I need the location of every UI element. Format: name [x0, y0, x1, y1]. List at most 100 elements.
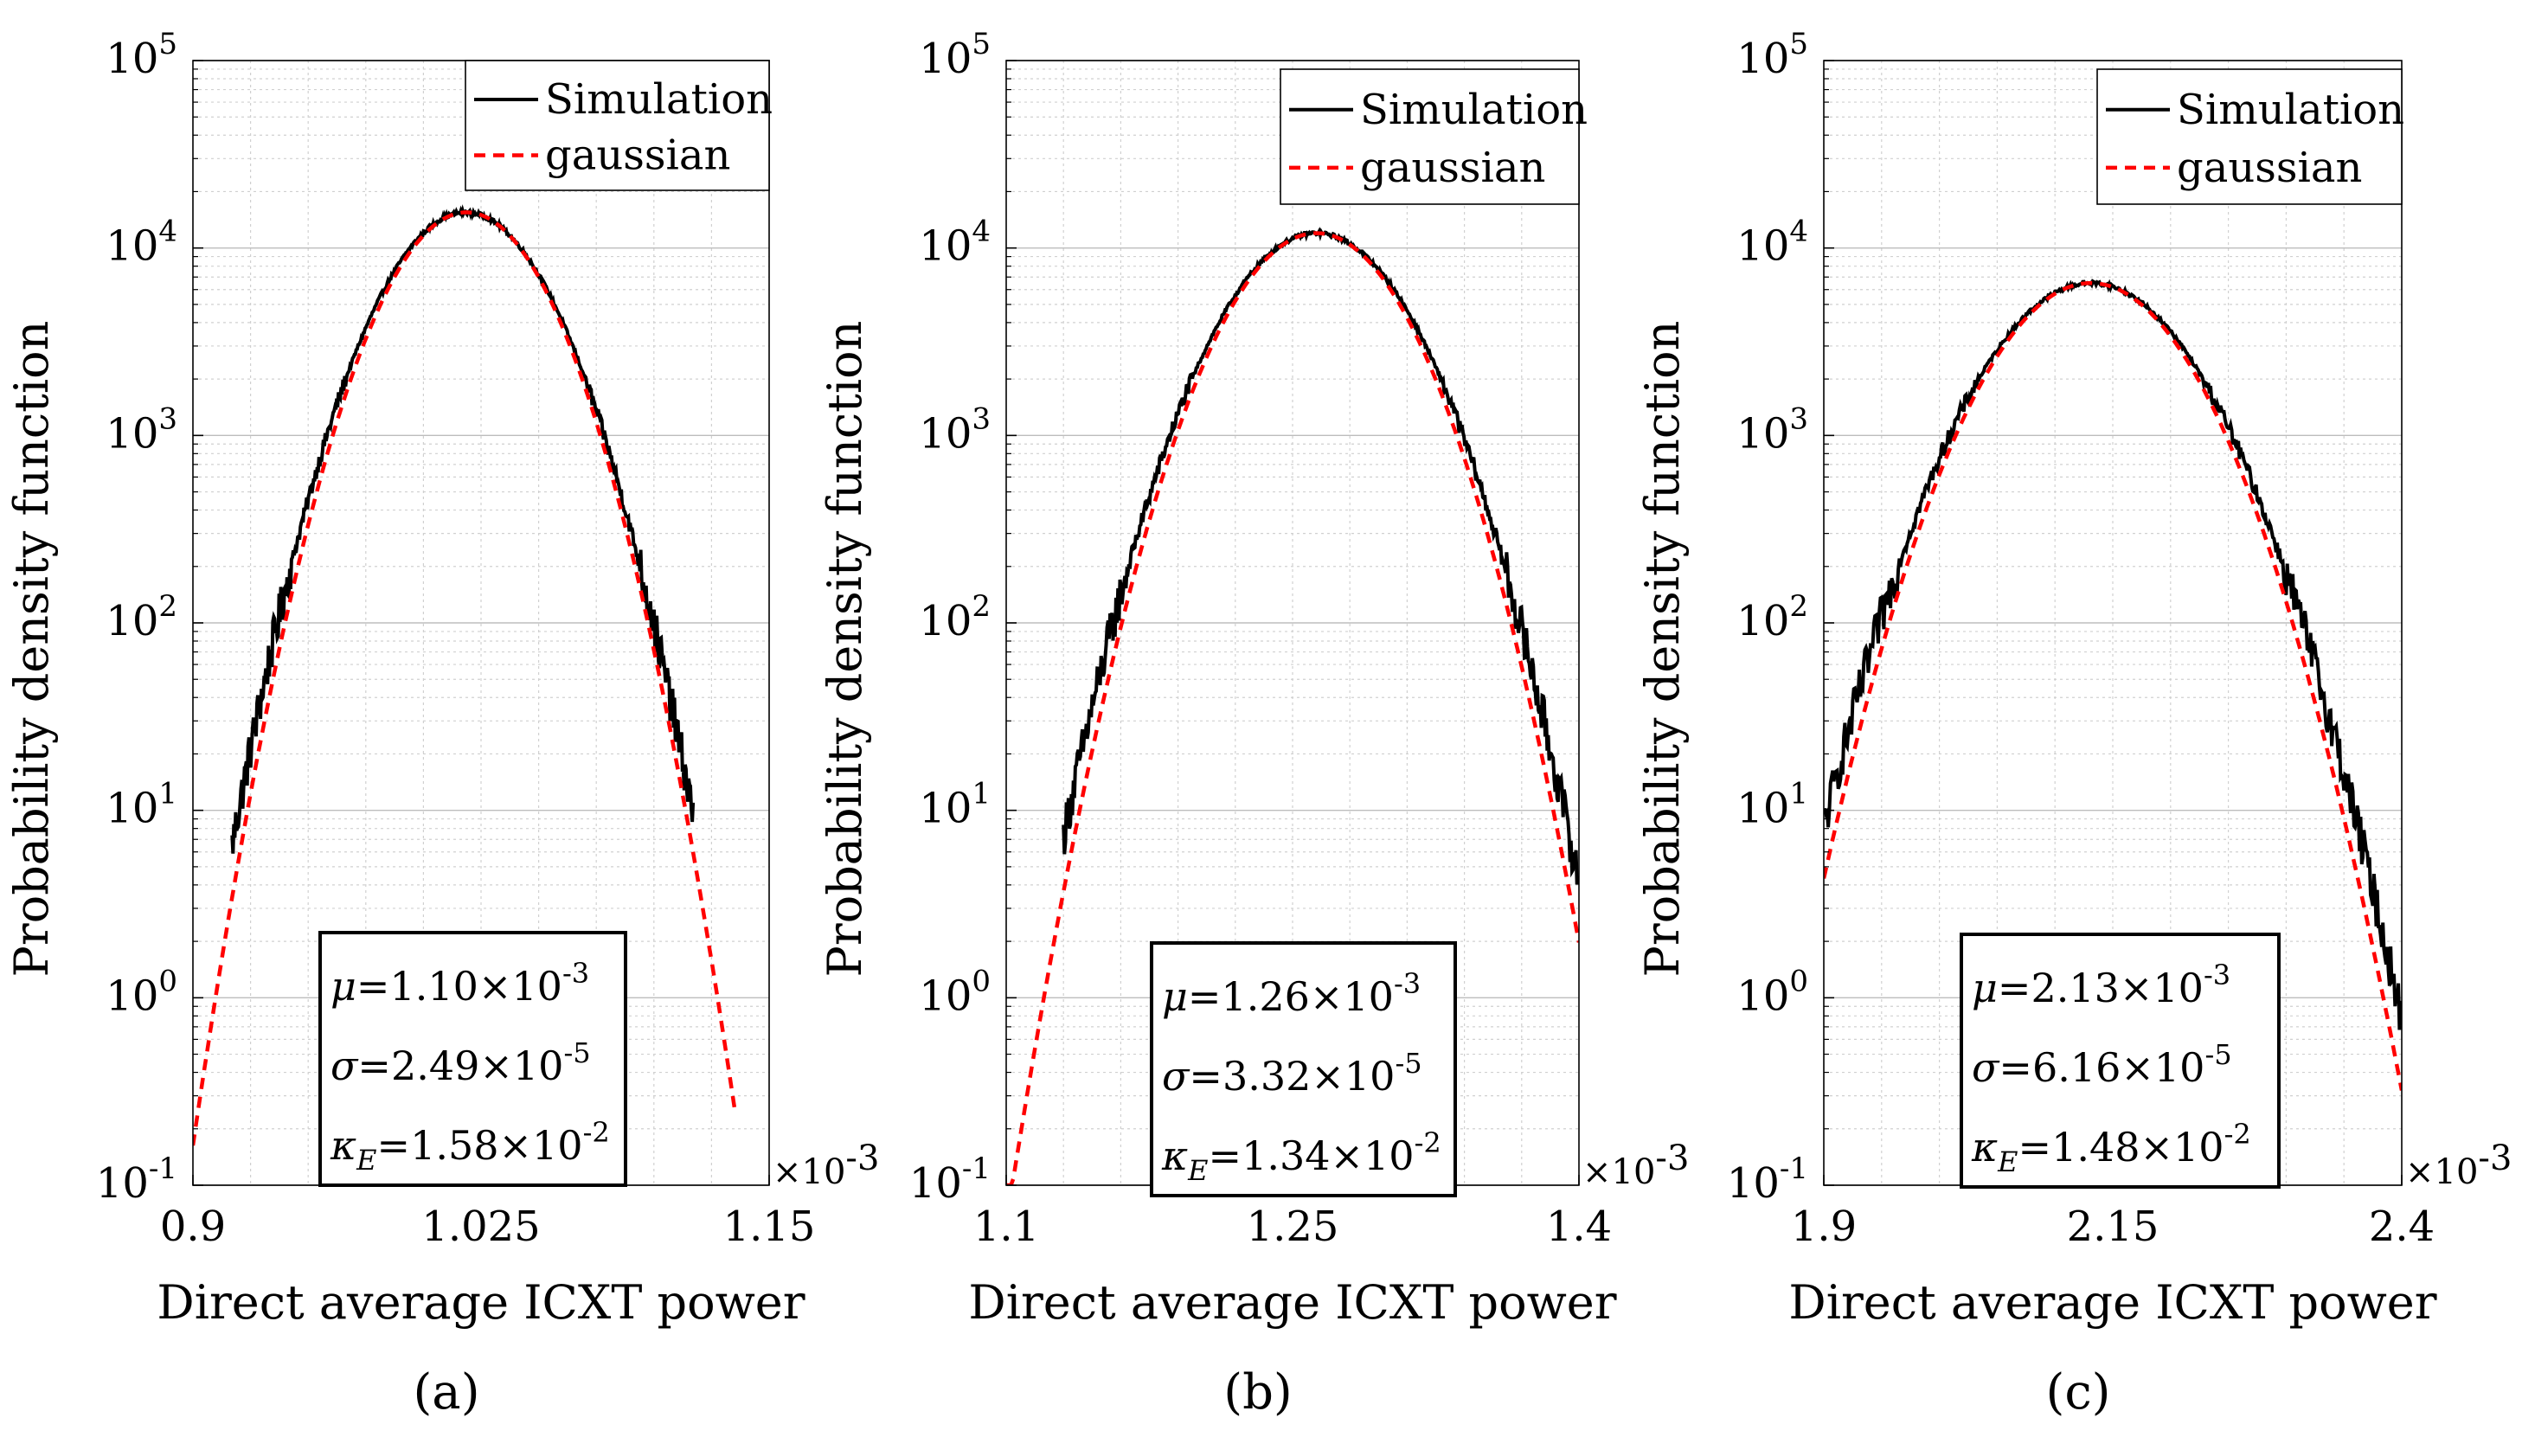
y-tick-exponent: -1 — [149, 1151, 177, 1186]
y-tick-exponent: 1 — [972, 777, 991, 811]
stats-box-frame — [1960, 933, 2281, 1189]
y-tick-base: 10 — [909, 1159, 962, 1208]
curves — [193, 204, 737, 1146]
stat-exponent: -3 — [2204, 959, 2230, 991]
y-tick-exponent: 3 — [158, 401, 177, 436]
simulation-curve — [1062, 227, 1579, 885]
stat-exponent: -2 — [2224, 1118, 2251, 1151]
y-tick-label: 104 — [106, 215, 177, 271]
curves — [1006, 227, 1579, 1185]
y-axis-label: Probability density function — [818, 321, 872, 978]
y-tick-base: 10 — [106, 972, 158, 1020]
stat-symbol: κ — [330, 1122, 356, 1169]
stat-symbol: κ — [1161, 1132, 1188, 1179]
legend-simulation-label: Simulation — [2177, 86, 2404, 134]
y-tick-label: 105 — [1736, 27, 1808, 83]
legend-gaussian-label: gaussian — [1360, 144, 1545, 192]
y-tick-base: 10 — [1736, 597, 1789, 645]
y-tick-exponent: 4 — [972, 215, 991, 249]
panel-label: (b) — [1223, 1364, 1293, 1421]
stats-box: μ=2.13×10-3 σ=6.16×10-5 κE=1.48×10-2 — [1960, 933, 2281, 1189]
stat-symbol: σ — [1972, 1044, 2000, 1091]
y-tick-label: 10-1 — [96, 1151, 177, 1208]
x-multiplier: ×10-3 — [773, 1139, 879, 1192]
y-axis-label: Probability density function — [4, 321, 59, 978]
y-tick-exponent: 5 — [158, 27, 177, 61]
gaussian-curve — [1006, 231, 1579, 1185]
x-axis-label: Direct average ICXT power — [157, 1275, 805, 1330]
panel-label: (a) — [413, 1364, 479, 1421]
stat-value: =1.58×10 — [377, 1122, 583, 1169]
stat-symbol: σ — [1162, 1053, 1190, 1100]
x-multiplier-base: ×10 — [1582, 1152, 1655, 1192]
stats-line-kappa: κE=1.34×10-2 — [1161, 1126, 1441, 1187]
y-tick-base: 10 — [96, 1159, 149, 1208]
y-tick-label: 104 — [1736, 215, 1808, 271]
stat-value: =1.48×10 — [2018, 1124, 2224, 1171]
legend-gaussian-label: gaussian — [2177, 144, 2362, 192]
y-tick-base: 10 — [919, 972, 972, 1020]
y-tick-label: 104 — [919, 215, 991, 271]
y-tick-label: 102 — [1736, 589, 1808, 645]
y-tick-base: 10 — [919, 222, 972, 271]
stat-value: =2.49×10 — [357, 1042, 563, 1089]
gaussian-curve — [1824, 280, 2402, 1091]
panel-label: (c) — [2045, 1364, 2110, 1421]
y-tick-label: 101 — [1736, 777, 1808, 833]
x-multiplier: ×10-3 — [1582, 1139, 1689, 1192]
stat-symbol: σ — [330, 1042, 359, 1089]
x-multiplier-exponent: -3 — [2478, 1139, 2512, 1178]
x-multiplier-exponent: -3 — [1655, 1139, 1689, 1178]
x-tick-label: 2.4 — [2369, 1203, 2435, 1251]
x-tick-label: 1.4 — [1546, 1203, 1612, 1251]
x-tick-label: 1.9 — [1791, 1203, 1857, 1251]
stat-value: =2.13×10 — [1998, 965, 2204, 1011]
stats-line-kappa: κE=1.48×10-2 — [1971, 1118, 2251, 1178]
y-tick-label: 102 — [919, 589, 991, 645]
stat-value: =3.32×10 — [1189, 1053, 1395, 1100]
legend-box — [465, 60, 770, 191]
x-tick-label: 1.25 — [1247, 1203, 1339, 1251]
y-tick-exponent: 2 — [158, 589, 177, 624]
legend-simulation-label: Simulation — [545, 75, 773, 124]
y-tick-base: 10 — [1736, 222, 1789, 271]
stat-subscript: E — [1997, 1145, 2018, 1178]
x-tick-label: 0.9 — [160, 1203, 226, 1251]
y-tick-exponent: 1 — [158, 777, 177, 811]
y-tick-exponent: -1 — [1780, 1151, 1808, 1186]
stats-line-kappa: κE=1.58×10-2 — [330, 1116, 610, 1177]
y-tick-label: 101 — [106, 777, 177, 833]
legend-gaussian-label: gaussian — [545, 131, 730, 180]
y-tick-base: 10 — [106, 35, 158, 83]
x-tick-label: 1.15 — [723, 1203, 816, 1251]
x-tick-label: 2.15 — [2067, 1203, 2159, 1251]
y-tick-exponent: 0 — [972, 964, 991, 998]
legend-box — [2096, 68, 2403, 205]
stats-line-sigma: σ=3.32×10-5 — [1162, 1047, 1422, 1100]
y-tick-base: 10 — [1727, 1159, 1780, 1208]
y-tick-exponent: 5 — [972, 27, 991, 61]
legend: Simulation gaussian — [2096, 68, 2404, 205]
y-tick-label: 105 — [919, 27, 991, 83]
simulation-curve — [230, 204, 696, 854]
stat-symbol: κ — [1971, 1124, 1998, 1171]
stat-value: =1.26×10 — [1188, 973, 1394, 1020]
stat-exponent: -3 — [562, 957, 589, 990]
y-tick-exponent: -1 — [962, 1151, 991, 1186]
x-axis-label: Direct average ICXT power — [1788, 1275, 2436, 1330]
stat-exponent: -3 — [1394, 967, 1421, 1000]
x-multiplier-exponent: -3 — [845, 1139, 879, 1178]
x-tick-label: 1.1 — [973, 1203, 1039, 1251]
x-axis-label: Direct average ICXT power — [968, 1275, 1616, 1330]
stats-line-mu: μ=1.10×10-3 — [330, 957, 589, 1010]
legend: Simulation gaussian — [465, 60, 773, 191]
stat-value: =6.16×10 — [1999, 1044, 2204, 1091]
y-tick-exponent: 2 — [972, 589, 991, 624]
y-tick-label: 101 — [919, 777, 991, 833]
stat-subscript: E — [356, 1144, 376, 1177]
stats-line-mu: μ=1.26×10-3 — [1162, 967, 1421, 1020]
y-tick-base: 10 — [106, 597, 158, 645]
y-tick-label: 10-1 — [1727, 1151, 1808, 1208]
y-tick-exponent: 4 — [158, 215, 177, 249]
